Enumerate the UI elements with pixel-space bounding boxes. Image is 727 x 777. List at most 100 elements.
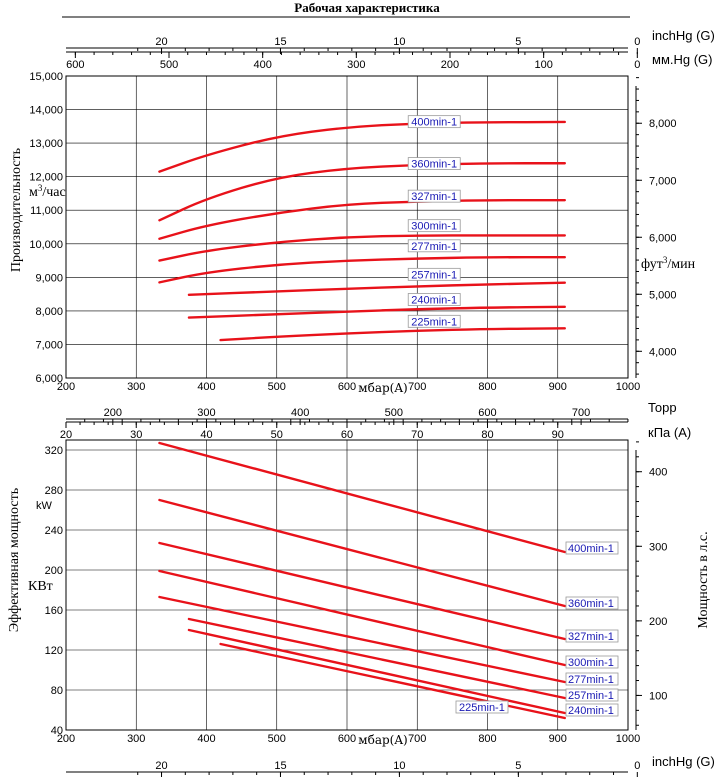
kpa-tick-label: 80 [481, 429, 493, 441]
y-tick-label: 11,000 [30, 205, 63, 217]
x-axis-label: мбар(A) [358, 733, 407, 747]
top-mmhg-scale: мм.Hg (G) [652, 52, 713, 67]
top-inchhg-tick-label: 15 [274, 36, 286, 48]
x-tick-label: 200 [57, 733, 75, 745]
power-y-title: Эффективная мощность [7, 488, 22, 632]
top-mmhg-tick-label: 300 [347, 59, 365, 71]
y-tick-label: 13,000 [29, 138, 63, 150]
series-label: 225min-1 [459, 702, 505, 714]
x-tick-label: 900 [549, 381, 567, 393]
plot-frame [65, 439, 629, 731]
series-label: 400min-1 [568, 543, 614, 555]
y2-tick-label: 4,000 [649, 346, 677, 358]
x-axis-label: мбар(A) [358, 381, 407, 395]
x-tick-label: 500 [268, 733, 286, 745]
series-line-277min-1 [158, 595, 566, 684]
torr-tick-label: 700 [572, 407, 590, 419]
top-mmhg-label: мм.Hg (G) [652, 52, 713, 67]
x-tick-label: 1000 [616, 733, 640, 745]
capacity-y2-label: фут3/мин [641, 255, 696, 272]
series-label-box [565, 596, 619, 610]
x-tick-label: 600 [338, 733, 356, 745]
y2-tick-label: 5,000 [649, 289, 677, 301]
x-tick-label: 600 [338, 381, 356, 393]
series-label-box [407, 115, 461, 129]
series-label: 240min-1 [411, 295, 457, 307]
series-line-400min-1 [158, 120, 566, 173]
y-tick-label: 6,000 [35, 373, 63, 385]
bottom-inchhg-tick-label: 15 [274, 760, 286, 772]
top-mmhg-tick-label: 600 [66, 59, 84, 71]
x-tick-label: 800 [478, 733, 496, 745]
series-line-225min-1 [219, 327, 566, 342]
power-y-unit-kw: kW [36, 500, 53, 512]
y-tick-label: 120 [45, 645, 63, 657]
kpa-tick-label: 60 [341, 429, 353, 441]
series-label-box [455, 700, 509, 714]
series-line-225min-1 [219, 642, 566, 720]
series-label-box [565, 629, 619, 643]
series-label: 277min-1 [411, 241, 457, 253]
x-tick-label: 800 [478, 381, 496, 393]
series-line-257min-1 [187, 281, 566, 296]
y-tick-label: 280 [45, 485, 63, 497]
bottom-inchhg-tick-label: 20 [155, 760, 167, 772]
torr-tick-label: 300 [197, 407, 215, 419]
kpa-tick-label: 50 [271, 429, 283, 441]
series-line-300min-1 [158, 234, 566, 262]
chart-title: Рабочая характеристика [294, 0, 440, 15]
y-tick-label: 9,000 [35, 272, 63, 284]
top-inchhg-scale: inchHg (G) [652, 28, 715, 43]
series-label-box [565, 703, 619, 717]
series-label: 225min-1 [411, 316, 457, 328]
x-tick-label: 500 [268, 381, 286, 393]
y2-tick-label: 200 [649, 616, 667, 628]
series-label: 257min-1 [411, 269, 457, 281]
y-tick-label: 80 [51, 685, 63, 697]
series-label: 277min-1 [568, 674, 614, 686]
y-tick-label: 320 [45, 445, 63, 457]
kpa-tick-label: 70 [411, 429, 423, 441]
series-label-box [565, 688, 619, 702]
series-line-257min-1 [187, 617, 566, 700]
series-line-360min-1 [158, 162, 566, 222]
series-label: 360min-1 [411, 159, 457, 171]
torr-label: Торр [648, 400, 677, 415]
x-tick-label: 900 [549, 733, 567, 745]
y-tick-label: 40 [51, 725, 63, 737]
capacity-chart: 200 300 400 500 600 700 800 900 1000 6,000 7,000 8,… [29, 71, 676, 395]
x-tick-label: 700 [408, 381, 426, 393]
top-inchhg-tick-label: 5 [515, 36, 521, 48]
kpa-tick-label: 30 [130, 429, 142, 441]
series-line-327min-1 [158, 541, 566, 641]
y-tick-label: 7,000 [35, 339, 63, 351]
bottom-inchhg-tick-label: 0 [634, 760, 640, 772]
y-tick-label: 12,000 [29, 172, 63, 184]
series-label: 300min-1 [568, 657, 614, 669]
capacity-y-unit: м3/час [29, 183, 66, 200]
y-tick-label: 15,000 [29, 71, 63, 83]
series-line-277min-1 [158, 255, 566, 284]
y-tick-label: 200 [45, 565, 63, 577]
series-label-box [407, 239, 461, 253]
y-tick-label: 8,000 [35, 306, 63, 318]
y2-tick-label: 100 [649, 690, 667, 702]
bottom-inchhg-tick-label: 10 [393, 760, 405, 772]
x-tick-label: 400 [197, 381, 215, 393]
power-chart: 200 300 400 500 600 700 800 900 1000 40 80 120 160 20… [45, 439, 667, 747]
y2-tick-label: 300 [649, 541, 667, 553]
power-y-unit: КВт [28, 579, 53, 594]
series-label: 240min-1 [568, 705, 614, 717]
torr-tick-label: 500 [385, 407, 403, 419]
series-label-box [407, 293, 461, 306]
series-label: 327min-1 [568, 631, 614, 643]
y2-tick-label: 400 [649, 467, 667, 479]
top-mmhg-tick-label: 100 [534, 59, 552, 71]
series-line-360min-1 [158, 498, 566, 608]
top-mmhg-tick-label: 0 [634, 59, 640, 71]
series-line-327min-1 [158, 198, 566, 240]
series-line-300min-1 [158, 569, 566, 667]
series-line-240min-1 [187, 628, 566, 715]
top-inchhg-tick-label: 10 [393, 36, 405, 48]
